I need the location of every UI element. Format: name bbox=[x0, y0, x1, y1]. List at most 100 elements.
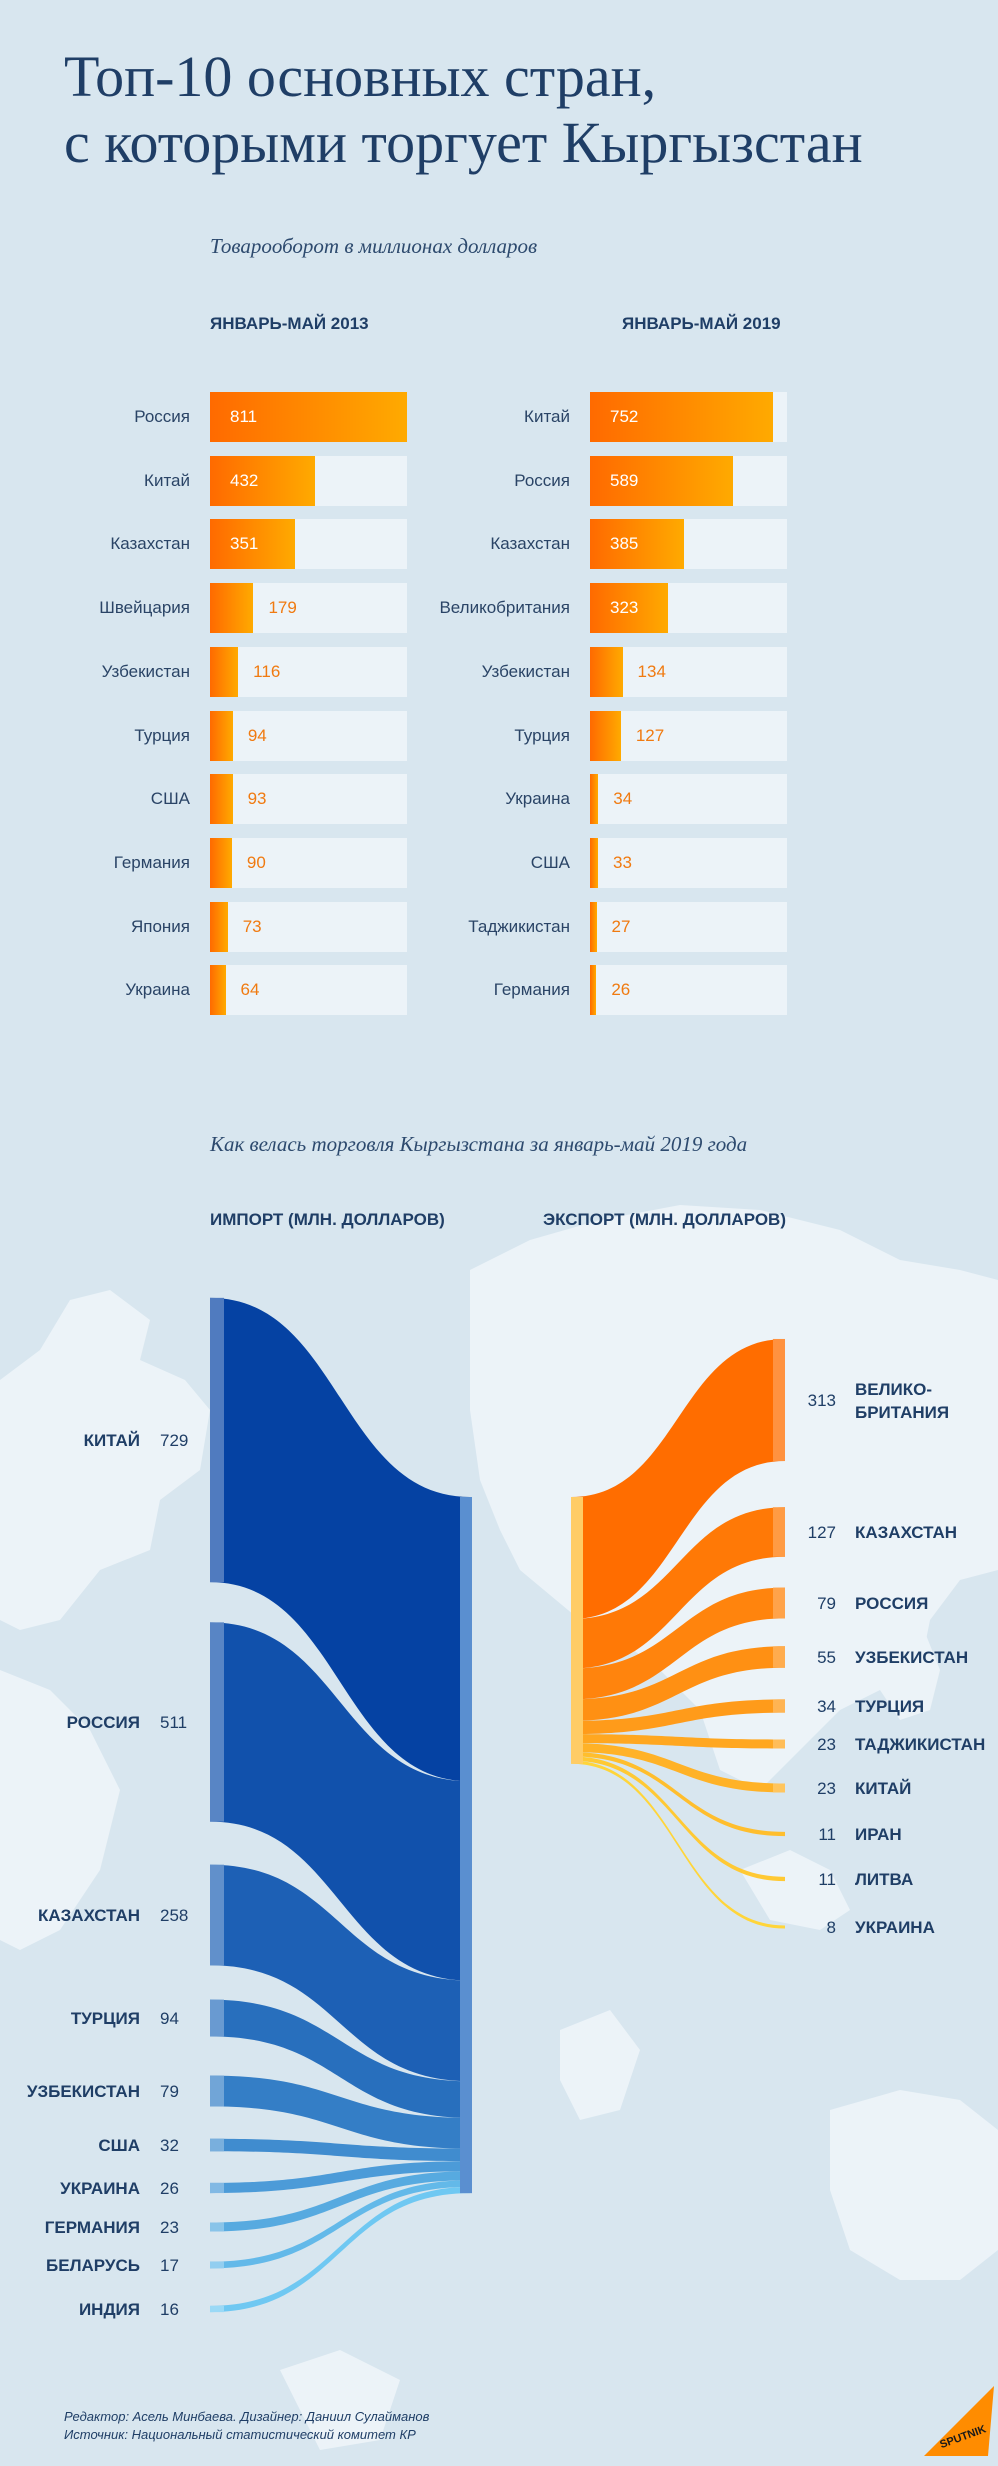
bar-category-label: Украина bbox=[125, 980, 190, 1000]
bar-category-label: Турция bbox=[514, 725, 570, 745]
bar-row: США 93 bbox=[0, 774, 998, 825]
bar bbox=[210, 710, 233, 761]
import-source-node bbox=[210, 1622, 224, 1822]
import-flow bbox=[210, 1864, 470, 2082]
import-value-label: 79 bbox=[160, 2082, 179, 2101]
export-heading: ЭКСПОРТ (МЛН. ДОЛЛАРОВ) bbox=[543, 1210, 786, 1229]
bar-track: 589 bbox=[590, 455, 787, 506]
import-flow bbox=[210, 1297, 470, 1782]
bar-category-label: Казахстан bbox=[110, 534, 190, 554]
bar-row: Германия 26 bbox=[0, 965, 998, 1016]
bar-value-label: 27 bbox=[611, 916, 631, 936]
bar bbox=[210, 646, 239, 697]
bar-value-label: 64 bbox=[240, 980, 260, 1000]
bar-value-label: 752 bbox=[610, 407, 639, 426]
bar-value-label: 134 bbox=[637, 661, 666, 681]
period-2013-heading: ЯНВАРЬ-МАЙ 2013 bbox=[210, 314, 369, 333]
bar-row: Узбекистан 116 bbox=[0, 646, 998, 697]
bar-track: 94 bbox=[210, 710, 407, 761]
bar-track: 33 bbox=[590, 837, 787, 888]
bar bbox=[590, 837, 599, 888]
export-flow bbox=[571, 1699, 785, 1735]
source-credit: Источник: Национальный статистический ко… bbox=[64, 2427, 416, 2442]
period-2019-heading: ЯНВАРЬ-МАЙ 2019 bbox=[622, 314, 781, 333]
bar-category-label: Россия bbox=[514, 470, 570, 490]
export-value-label: 23 bbox=[817, 1779, 836, 1798]
bar bbox=[590, 965, 597, 1016]
export-target-node bbox=[773, 1646, 785, 1668]
bar-category-label: Германия bbox=[493, 980, 570, 1000]
bar bbox=[590, 519, 684, 570]
bar bbox=[590, 392, 773, 442]
bar-category-label: Швейцария bbox=[99, 598, 190, 618]
export-target-node bbox=[773, 1699, 785, 1713]
import-flow bbox=[210, 1999, 470, 2118]
export-value-label: 313 bbox=[808, 1391, 836, 1410]
bar-value-label: 351 bbox=[230, 534, 259, 554]
bar-row: Россия 811 bbox=[0, 392, 998, 442]
bar bbox=[210, 901, 228, 952]
export-country-label: РОССИЯ bbox=[855, 1594, 928, 1613]
bar bbox=[210, 774, 233, 825]
bar bbox=[210, 837, 232, 888]
title-line-1: Топ-10 основных стран, bbox=[64, 44, 657, 109]
bar-row: США 33 bbox=[0, 837, 998, 888]
import-value-label: 729 bbox=[160, 1431, 188, 1450]
import-source-node bbox=[210, 1864, 224, 1966]
bar-category-label: Украина bbox=[505, 789, 570, 809]
export-country-label: ВЕЛИКО-БРИТАНИЯ bbox=[855, 1380, 949, 1422]
export-value-label: 55 bbox=[817, 1648, 836, 1667]
import-flow bbox=[210, 1622, 470, 1981]
export-value-label: 8 bbox=[827, 1918, 836, 1937]
bar-track: 811 bbox=[210, 392, 407, 442]
import-country-label: США bbox=[98, 2136, 140, 2155]
export-flow bbox=[571, 1752, 785, 1837]
bar-value-label: 323 bbox=[610, 598, 639, 618]
turnover-subtitle: Товарооборот в миллионах долларов bbox=[210, 234, 538, 258]
export-flow bbox=[571, 1507, 785, 1669]
bar-category-label: Китай bbox=[524, 407, 570, 426]
import-country-label: КАЗАХСТАН bbox=[38, 1906, 140, 1925]
export-flow bbox=[571, 1760, 785, 1929]
export-country-label: КАЗАХСТАН bbox=[855, 1523, 957, 1542]
bar-row: Украина 64 bbox=[0, 965, 998, 1016]
export-flow bbox=[571, 1743, 785, 1793]
import-country-label: ИНДИЯ bbox=[79, 2300, 140, 2319]
credits: Редактор: Асель Минбаева. Дизайнер: Дани… bbox=[64, 2408, 429, 2444]
bar-track: 179 bbox=[210, 583, 407, 634]
bar-category-label: Китай bbox=[144, 470, 190, 490]
bar-track: 752 bbox=[590, 392, 787, 442]
import-value-label: 258 bbox=[160, 1906, 188, 1925]
import-source-node bbox=[210, 2222, 224, 2232]
bar-value-label: 116 bbox=[253, 661, 281, 681]
export-target-node bbox=[773, 1783, 785, 1793]
export-target-node bbox=[773, 1739, 785, 1749]
bar-row: Великобритания 323 bbox=[0, 583, 998, 634]
bar bbox=[590, 710, 621, 761]
bar-row: Казахстан 385 bbox=[0, 519, 998, 570]
sputnik-logo: SPUTNIK bbox=[924, 2386, 994, 2456]
import-value-label: 26 bbox=[160, 2179, 179, 2198]
bar bbox=[590, 646, 623, 697]
bar-track: 351 bbox=[210, 519, 407, 570]
export-value-label: 23 bbox=[817, 1735, 836, 1754]
sankey-subtitle: Как велась торговля Кыргызстана за январ… bbox=[210, 1132, 748, 1156]
bar-row: Узбекистан 134 bbox=[0, 646, 998, 697]
bar-category-label: Турция bbox=[134, 725, 190, 745]
title-line-2: с которыми торгует Кыргызстан bbox=[64, 110, 863, 175]
bar-value-label: 94 bbox=[247, 725, 267, 745]
import-country-label: РОССИЯ bbox=[67, 1713, 140, 1732]
bar-category-label: Узбекистан bbox=[101, 661, 190, 681]
bar-row: Россия 589 bbox=[0, 455, 998, 506]
bar-category-label: США bbox=[150, 789, 190, 809]
bar-track: 116 bbox=[210, 646, 407, 697]
export-value-label: 11 bbox=[818, 1825, 836, 1844]
bar-category-label: Великобритания bbox=[439, 598, 570, 618]
export-flow bbox=[571, 1338, 785, 1620]
bar-value-label: 432 bbox=[230, 470, 259, 490]
export-flow bbox=[571, 1646, 785, 1721]
export-country-label: УЗБЕКИСТАН bbox=[855, 1648, 968, 1667]
bar-value-label: 34 bbox=[613, 789, 633, 809]
bar-track: 134 bbox=[590, 646, 787, 697]
